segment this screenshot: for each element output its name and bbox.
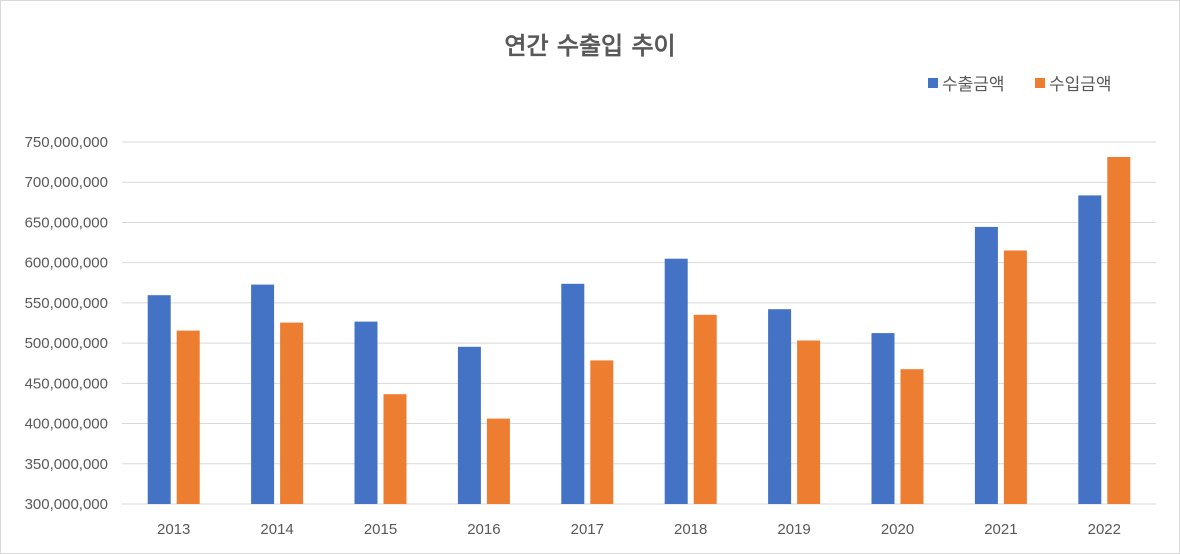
bar-export-2017 xyxy=(561,283,585,504)
y-tick-label: 400,000,000 xyxy=(25,416,108,433)
bar-import-2018 xyxy=(693,314,717,504)
bar-import-2019 xyxy=(797,340,821,504)
legend: 수출금액 수입금액 xyxy=(928,75,1112,95)
bar-export-2019 xyxy=(768,309,792,504)
x-tick-label: 2016 xyxy=(467,521,500,538)
bar-import-2020 xyxy=(900,369,924,504)
x-tick-label: 2017 xyxy=(571,521,604,538)
y-tick-label: 450,000,000 xyxy=(25,375,108,392)
y-tick-label: 650,000,000 xyxy=(25,214,108,231)
bar-export-2020 xyxy=(871,333,895,504)
y-tick-label: 500,000,000 xyxy=(25,335,108,352)
bar-import-2013 xyxy=(176,330,200,504)
x-tick-label: 2021 xyxy=(984,521,1017,538)
y-tick-label: 350,000,000 xyxy=(25,456,108,473)
y-tick-label: 550,000,000 xyxy=(25,295,108,312)
chart-title: 연간 수출입 추이 xyxy=(504,32,675,60)
bar-export-2018 xyxy=(664,258,688,504)
x-tick-label: 2022 xyxy=(1088,521,1121,538)
x-tick-label: 2020 xyxy=(881,521,914,538)
legend-swatch-import xyxy=(1035,78,1045,88)
bars xyxy=(147,157,1131,504)
bar-export-2015 xyxy=(354,321,378,504)
y-tick-label: 300,000,000 xyxy=(25,496,108,513)
y-tick-label: 700,000,000 xyxy=(25,174,108,191)
bar-export-2016 xyxy=(457,346,481,504)
bar-import-2017 xyxy=(590,360,614,504)
x-tick-label: 2015 xyxy=(364,521,397,538)
y-tick-label: 750,000,000 xyxy=(25,134,108,151)
bar-export-2022 xyxy=(1078,195,1102,504)
legend-swatch-export xyxy=(928,78,938,88)
bar-import-2015 xyxy=(383,394,407,504)
legend-label-export: 수출금액 xyxy=(942,75,1005,95)
bar-export-2021 xyxy=(974,226,998,504)
bar-import-2014 xyxy=(280,322,304,504)
legend-label-import: 수입금액 xyxy=(1049,75,1112,95)
y-tick-label: 600,000,000 xyxy=(25,255,108,272)
x-tick-label: 2013 xyxy=(157,521,190,538)
x-tick-label: 2018 xyxy=(674,521,707,538)
x-axis-ticks: 2013 2014 2015 2016 2017 2018 2019 2020 2021 2022 xyxy=(157,521,1121,538)
x-tick-label: 2019 xyxy=(777,521,810,538)
y-axis-ticks: 300,000,000 350,000,000 400,000,000 450,000… xyxy=(25,134,108,513)
bar-import-2022 xyxy=(1107,157,1131,504)
gridlines xyxy=(122,141,1156,505)
bar-import-2016 xyxy=(486,418,510,504)
bar-export-2013 xyxy=(147,295,171,504)
x-tick-label: 2014 xyxy=(260,521,293,538)
bar-import-2021 xyxy=(1003,250,1027,504)
bar-export-2014 xyxy=(251,284,275,504)
